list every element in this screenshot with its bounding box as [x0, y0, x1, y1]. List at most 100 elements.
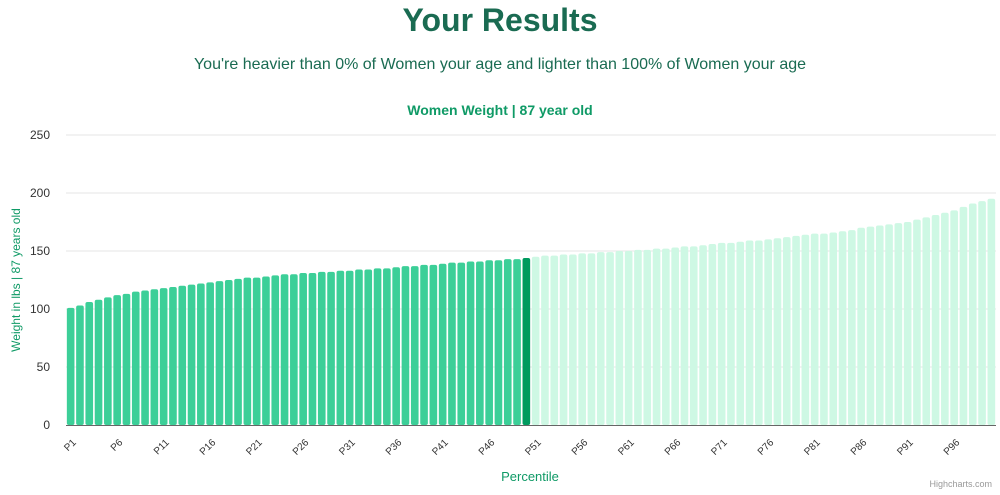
bar-p78[interactable]: [782, 237, 791, 425]
bar-p59[interactable]: [606, 252, 614, 425]
bar-p57[interactable]: [587, 253, 596, 425]
chart-credit[interactable]: Highcharts.com: [929, 479, 992, 489]
bar-p82[interactable]: [820, 233, 828, 425]
bar-p52[interactable]: [541, 255, 549, 425]
bar-p73[interactable]: [736, 241, 745, 425]
bar-p8[interactable]: [131, 291, 140, 425]
bar-p1[interactable]: [66, 307, 75, 425]
bar-p7[interactable]: [122, 293, 131, 425]
bar-p4[interactable]: [94, 299, 103, 425]
bar-p51[interactable]: [531, 256, 540, 425]
bar-p26[interactable]: [299, 273, 307, 425]
bar-p29[interactable]: [327, 271, 335, 425]
bar-p49[interactable]: [513, 259, 521, 425]
bar-p76[interactable]: [764, 239, 772, 425]
bar-p54[interactable]: [559, 254, 568, 425]
bar-p17[interactable]: [215, 281, 224, 425]
bar-p97[interactable]: [959, 206, 968, 425]
bar-p47[interactable]: [494, 260, 503, 425]
bar-p63[interactable]: [643, 249, 652, 425]
bar-p18[interactable]: [224, 280, 233, 425]
bar-p10[interactable]: [150, 289, 159, 425]
bar-p91[interactable]: [903, 222, 912, 425]
bar-p100[interactable]: [987, 198, 996, 425]
bar-p61[interactable]: [624, 251, 633, 425]
bar-p53[interactable]: [550, 255, 559, 425]
bar-p88[interactable]: [875, 225, 884, 425]
bar-p5[interactable]: [104, 297, 112, 425]
bar-p81[interactable]: [810, 233, 819, 425]
bar-p99[interactable]: [978, 201, 986, 425]
bar-p31[interactable]: [345, 270, 354, 425]
bar-p71[interactable]: [717, 242, 726, 425]
bar-p45[interactable]: [476, 261, 484, 425]
bar-p56[interactable]: [578, 253, 586, 425]
bar-p98[interactable]: [968, 203, 977, 425]
bar-p93[interactable]: [922, 217, 931, 425]
bar-p3[interactable]: [85, 302, 94, 425]
bar-p15[interactable]: [197, 283, 205, 425]
bar-p38[interactable]: [410, 266, 419, 425]
bar-p22[interactable]: [262, 276, 270, 425]
bar-p72[interactable]: [727, 242, 735, 425]
bar-p40[interactable]: [429, 264, 438, 425]
bar-p60[interactable]: [615, 251, 624, 425]
bar-p79[interactable]: [792, 235, 800, 425]
bar-p48[interactable]: [503, 259, 512, 425]
bar-p64[interactable]: [652, 248, 661, 425]
bar-p42[interactable]: [448, 262, 456, 425]
bar-p85[interactable]: [848, 230, 856, 425]
bar-p19[interactable]: [234, 278, 242, 425]
bar-p33[interactable]: [364, 269, 373, 425]
bar-p77[interactable]: [773, 238, 782, 425]
bar-p89[interactable]: [885, 224, 893, 425]
bar-p80[interactable]: [801, 234, 810, 425]
bar-p44[interactable]: [466, 261, 475, 425]
bar-p36[interactable]: [392, 267, 400, 425]
bar-p96[interactable]: [950, 210, 958, 425]
bar-p14[interactable]: [187, 284, 196, 425]
bar-p20[interactable]: [243, 277, 252, 425]
bar-p6[interactable]: [113, 295, 121, 425]
bar-p62[interactable]: [634, 249, 642, 425]
bar-p9[interactable]: [141, 290, 149, 425]
bar-p74[interactable]: [745, 240, 754, 425]
bar-p70[interactable]: [708, 244, 717, 425]
bar-p24[interactable]: [280, 274, 289, 425]
bar-p37[interactable]: [401, 266, 410, 425]
bar-p68[interactable]: [689, 246, 698, 425]
bar-p86[interactable]: [857, 227, 865, 425]
bar-p46[interactable]: [485, 260, 493, 425]
bar-p34[interactable]: [373, 268, 382, 425]
bar-p92[interactable]: [913, 219, 921, 425]
bar-p50[interactable]: [522, 257, 531, 425]
bar-p16[interactable]: [206, 282, 214, 425]
bar-p67[interactable]: [680, 246, 689, 425]
bar-p2[interactable]: [76, 305, 84, 425]
bar-p32[interactable]: [355, 269, 363, 425]
bar-p84[interactable]: [838, 231, 847, 425]
bar-p94[interactable]: [931, 215, 940, 425]
bar-p12[interactable]: [169, 286, 177, 425]
bar-p27[interactable]: [308, 273, 317, 425]
bar-p83[interactable]: [829, 232, 838, 425]
bar-p58[interactable]: [596, 252, 605, 425]
bar-p69[interactable]: [699, 245, 707, 425]
bar-p25[interactable]: [290, 274, 298, 425]
bar-p95[interactable]: [941, 212, 949, 425]
bar-p66[interactable]: [671, 247, 679, 425]
bar-p39[interactable]: [420, 264, 428, 425]
bar-p28[interactable]: [317, 271, 326, 425]
bar-p55[interactable]: [569, 254, 577, 425]
bar-p43[interactable]: [457, 262, 466, 425]
bar-p21[interactable]: [252, 277, 261, 425]
bar-p23[interactable]: [271, 275, 280, 425]
bar-p35[interactable]: [383, 268, 391, 425]
bar-p75[interactable]: [755, 240, 763, 425]
bar-p11[interactable]: [159, 288, 168, 425]
bar-p65[interactable]: [662, 248, 670, 425]
bar-p30[interactable]: [336, 270, 345, 425]
bar-p41[interactable]: [438, 263, 447, 425]
bar-p87[interactable]: [866, 226, 875, 425]
bar-p13[interactable]: [178, 285, 187, 425]
